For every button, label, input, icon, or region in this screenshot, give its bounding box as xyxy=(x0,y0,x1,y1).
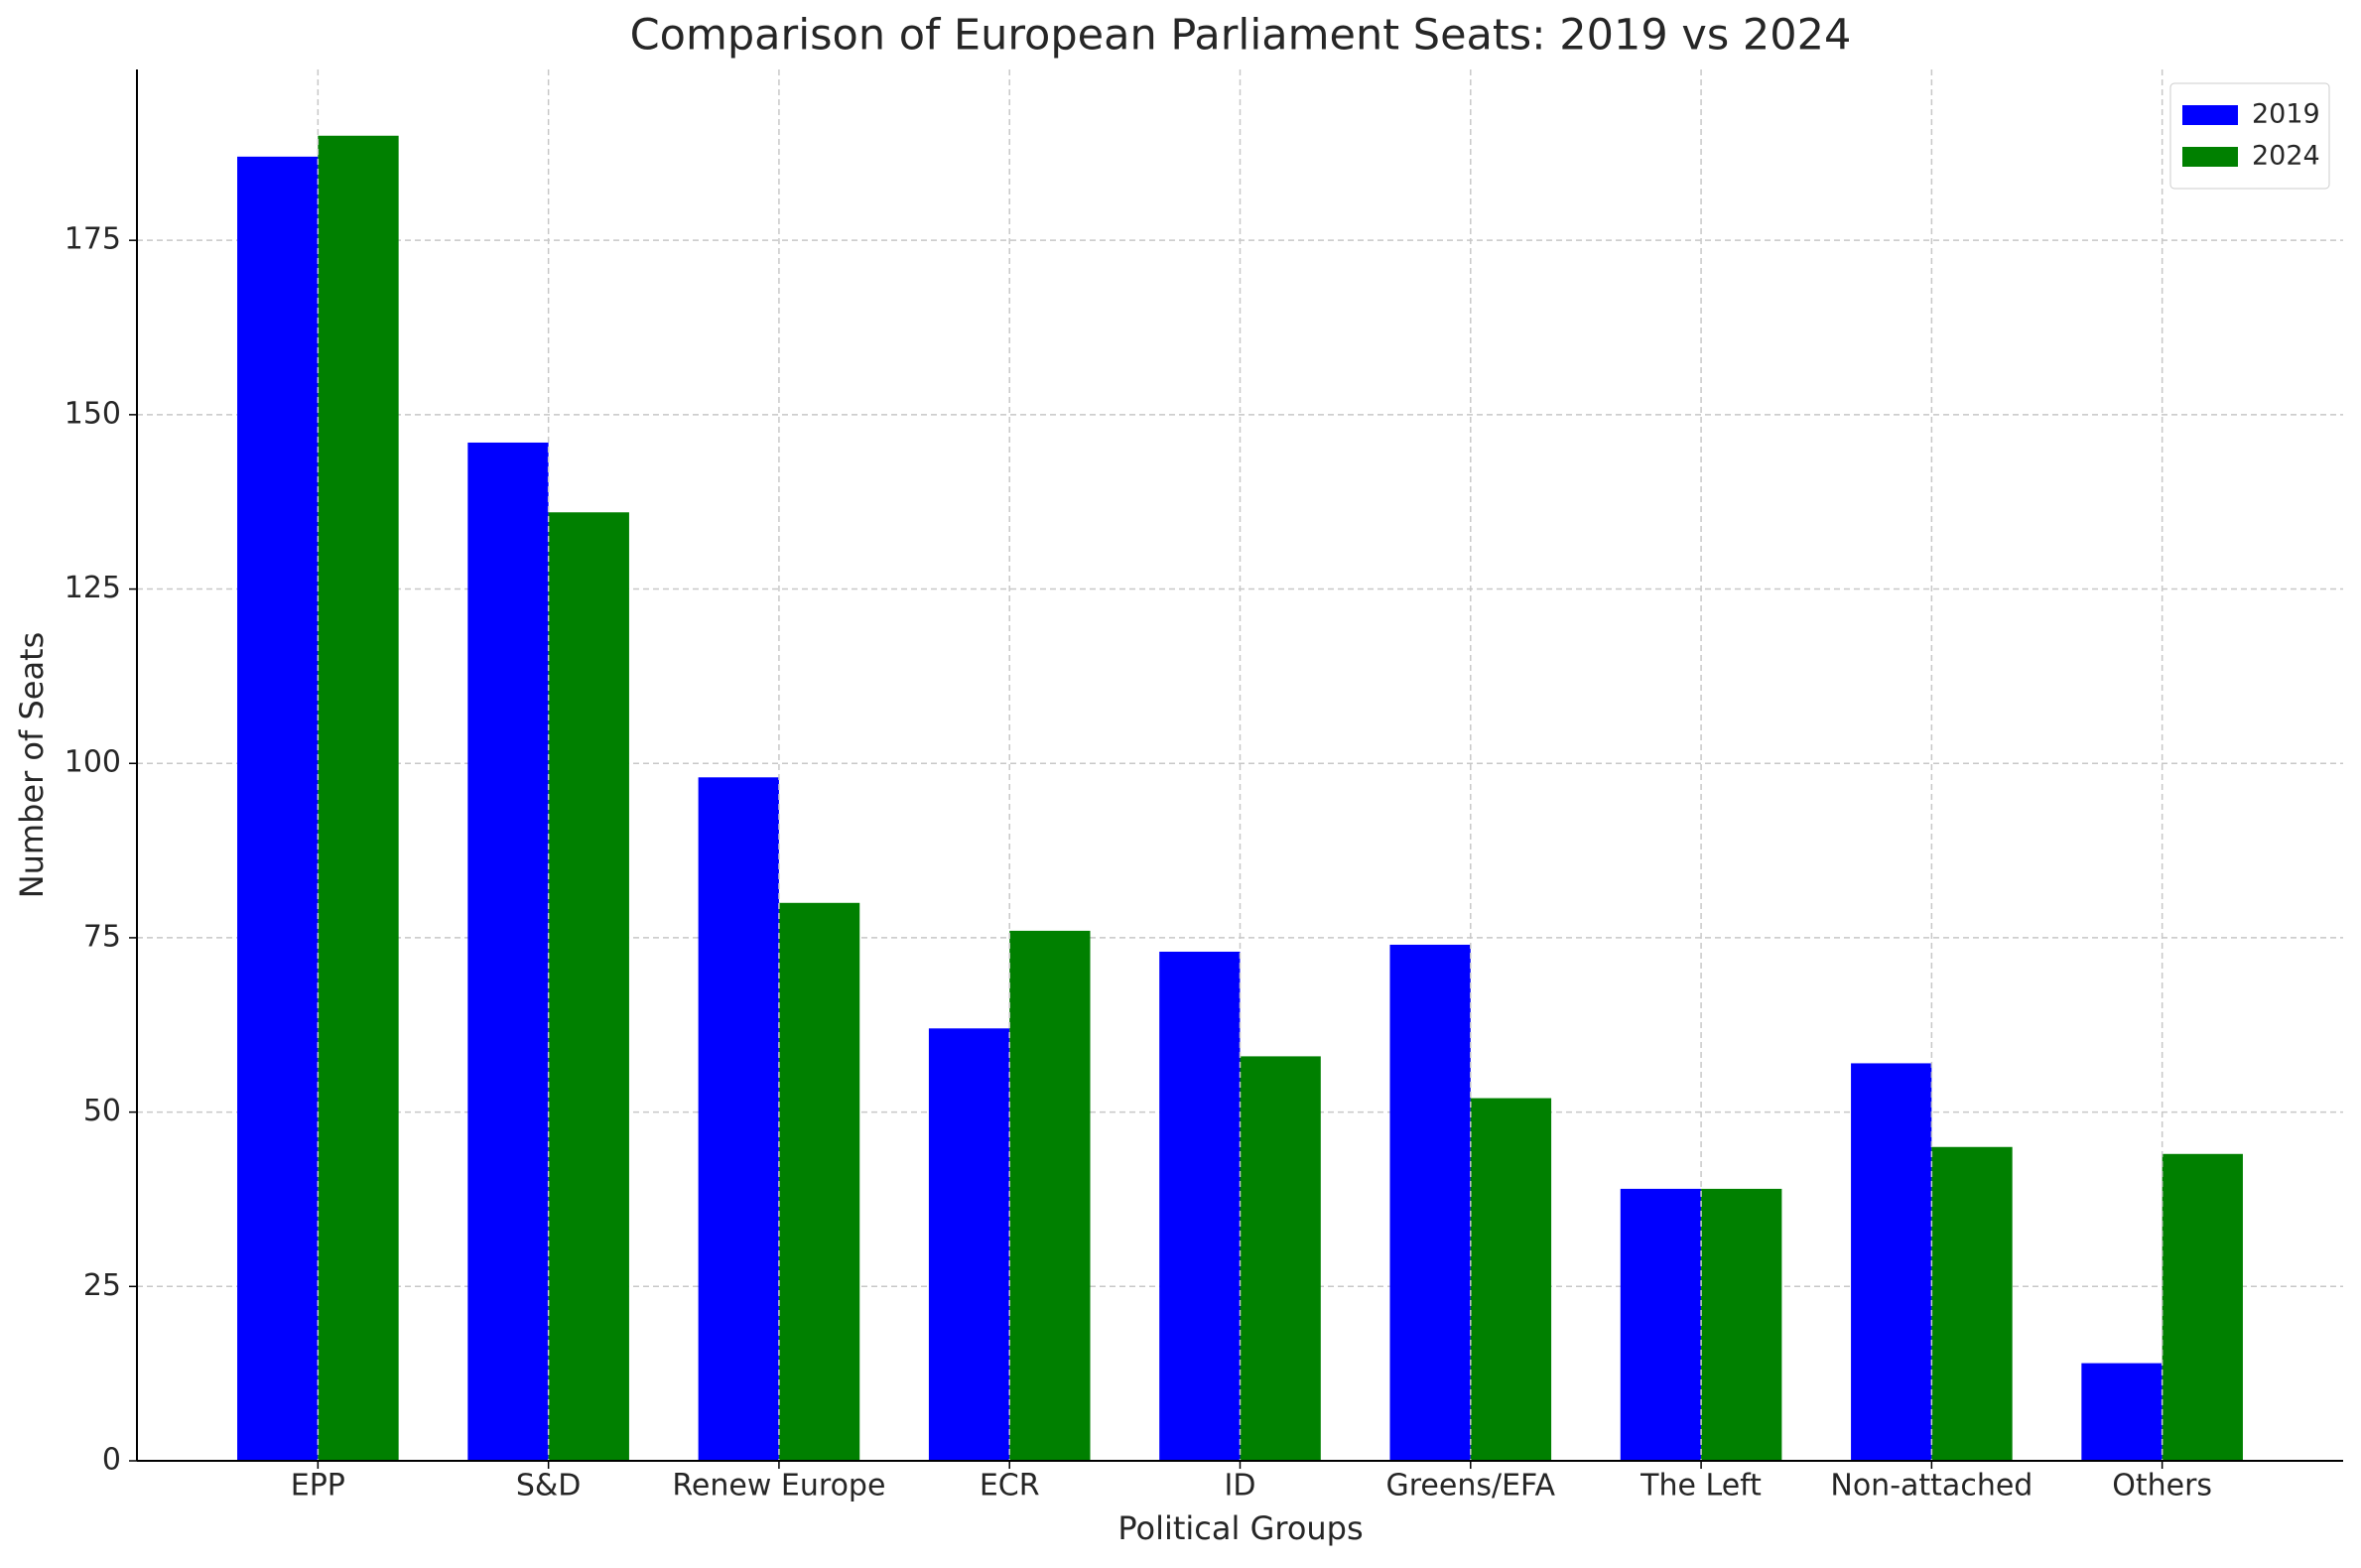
x-tick-label: ECR xyxy=(980,1469,1040,1503)
bar xyxy=(1620,1188,1702,1461)
legend-swatch xyxy=(2182,147,2238,167)
y-tick-label: 100 xyxy=(65,745,121,780)
y-axis-label: Number of Seats xyxy=(13,632,51,899)
x-tick-label: ID xyxy=(1225,1469,1256,1503)
chart-title: Comparison of European Parliament Seats:… xyxy=(630,11,1852,61)
legend-label: 2019 xyxy=(2252,99,2320,130)
x-tick-label: The Left xyxy=(1640,1469,1762,1503)
bar xyxy=(928,1028,1010,1461)
legend-swatch xyxy=(2182,105,2238,125)
bar xyxy=(1389,944,1471,1461)
bar xyxy=(698,777,779,1461)
bar xyxy=(1701,1188,1782,1461)
bar xyxy=(1240,1056,1321,1461)
legend: 2019 2024 xyxy=(2169,82,2330,190)
y-tick-label: 150 xyxy=(65,396,121,431)
bar xyxy=(778,902,860,1461)
x-tick-label: S&D xyxy=(516,1469,582,1503)
y-tick-label: 0 xyxy=(102,1443,121,1478)
bars xyxy=(237,135,2243,1461)
bar xyxy=(1159,951,1241,1461)
bar xyxy=(1009,930,1091,1461)
x-tick-label: Greens/EFA xyxy=(1385,1469,1555,1503)
bar xyxy=(318,135,399,1461)
x-axis-label: Political Groups xyxy=(1117,1509,1363,1547)
bar xyxy=(237,156,319,1461)
bar xyxy=(1931,1146,2013,1461)
x-tick-label: Non-attached xyxy=(1830,1469,2033,1503)
y-tick-label: 175 xyxy=(65,222,121,257)
x-tick-label: Renew Europe xyxy=(672,1469,885,1503)
x-tick-label: EPP xyxy=(291,1469,345,1503)
bar xyxy=(548,512,629,1461)
bar xyxy=(467,442,549,1461)
bar xyxy=(1470,1098,1552,1461)
bar xyxy=(2081,1363,2163,1461)
bar xyxy=(2162,1153,2243,1461)
y-tick-label: 125 xyxy=(65,571,121,605)
y-tick-label: 25 xyxy=(83,1268,121,1303)
bar xyxy=(1851,1063,1932,1461)
x-tick-label: Others xyxy=(2112,1469,2212,1503)
y-tick-label: 75 xyxy=(83,919,121,954)
legend-label: 2024 xyxy=(2252,141,2320,172)
y-tick-label: 50 xyxy=(83,1094,121,1128)
